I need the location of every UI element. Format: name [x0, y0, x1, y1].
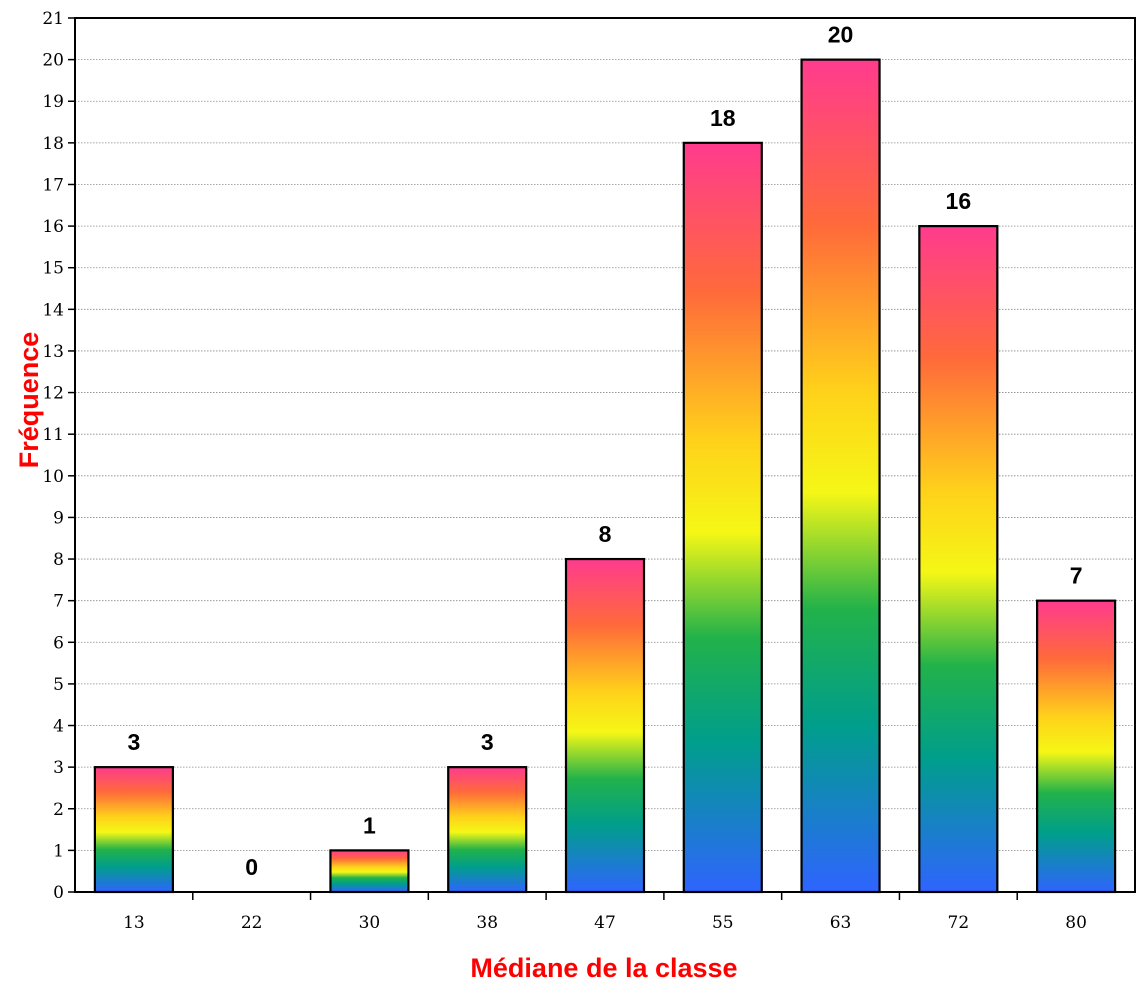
data-label: 18: [710, 105, 736, 131]
y-tick-label: 2: [53, 800, 64, 820]
data-label: 8: [599, 521, 612, 547]
x-tick-label: 72: [948, 913, 970, 933]
data-label: 1: [363, 812, 376, 838]
bar: [93, 766, 174, 894]
bar: [682, 141, 763, 894]
y-tick-label: 6: [53, 633, 64, 653]
y-tick-label: 12: [42, 384, 64, 404]
y-tick-label: 11: [42, 425, 64, 445]
y-tick-label: 4: [53, 717, 64, 737]
x-tick-label: 38: [476, 913, 498, 933]
y-tick-label: 17: [42, 175, 64, 195]
y-tick-label: 10: [42, 467, 64, 487]
bar: [800, 58, 881, 894]
y-tick-label: 19: [42, 92, 64, 112]
y-tick-label: 15: [42, 259, 64, 279]
x-tick-label: 80: [1065, 913, 1087, 933]
x-tick-label: 55: [712, 913, 734, 933]
y-tick-label: 8: [53, 550, 64, 570]
x-tick-label: 13: [123, 913, 145, 933]
data-label: 3: [481, 729, 494, 755]
x-tick-label: 63: [830, 913, 852, 933]
plot-area-border: [74, 17, 1136, 893]
y-tick-label: 20: [42, 51, 64, 71]
y-tick-label: 3: [53, 758, 64, 778]
x-tick-label: 30: [359, 913, 381, 933]
bar: [564, 557, 646, 894]
data-label: 20: [828, 22, 854, 48]
y-tick-label: 1: [53, 841, 64, 861]
y-tick-label: 14: [42, 300, 64, 320]
y-tick-label: 0: [53, 883, 64, 903]
y-tick-label: 9: [53, 508, 64, 528]
y-tick-label: 7: [53, 592, 64, 612]
x-tick-label: 47: [594, 913, 616, 933]
y-tick-label: 5: [53, 675, 64, 695]
data-label: 0: [245, 854, 258, 880]
bar: [329, 849, 410, 894]
data-label: 3: [127, 729, 140, 755]
y-tick-label: 18: [42, 134, 64, 154]
data-labels: 3 0 1 3 8 18 20 16 7: [127, 22, 1082, 880]
bars-group: [93, 58, 1117, 894]
y-tick-label: 16: [42, 217, 64, 237]
x-axis-title: Médiane de la classe: [470, 953, 737, 983]
bar: [918, 224, 999, 894]
data-label: 16: [946, 188, 972, 214]
bar: [447, 766, 528, 894]
x-tick-label: 22: [241, 913, 263, 933]
y-axis-title: Fréquence: [14, 332, 44, 469]
y-tick-label: 13: [42, 342, 64, 362]
y-tick-label: 21: [42, 9, 64, 29]
bar: [1036, 599, 1117, 894]
data-label: 7: [1070, 563, 1083, 589]
